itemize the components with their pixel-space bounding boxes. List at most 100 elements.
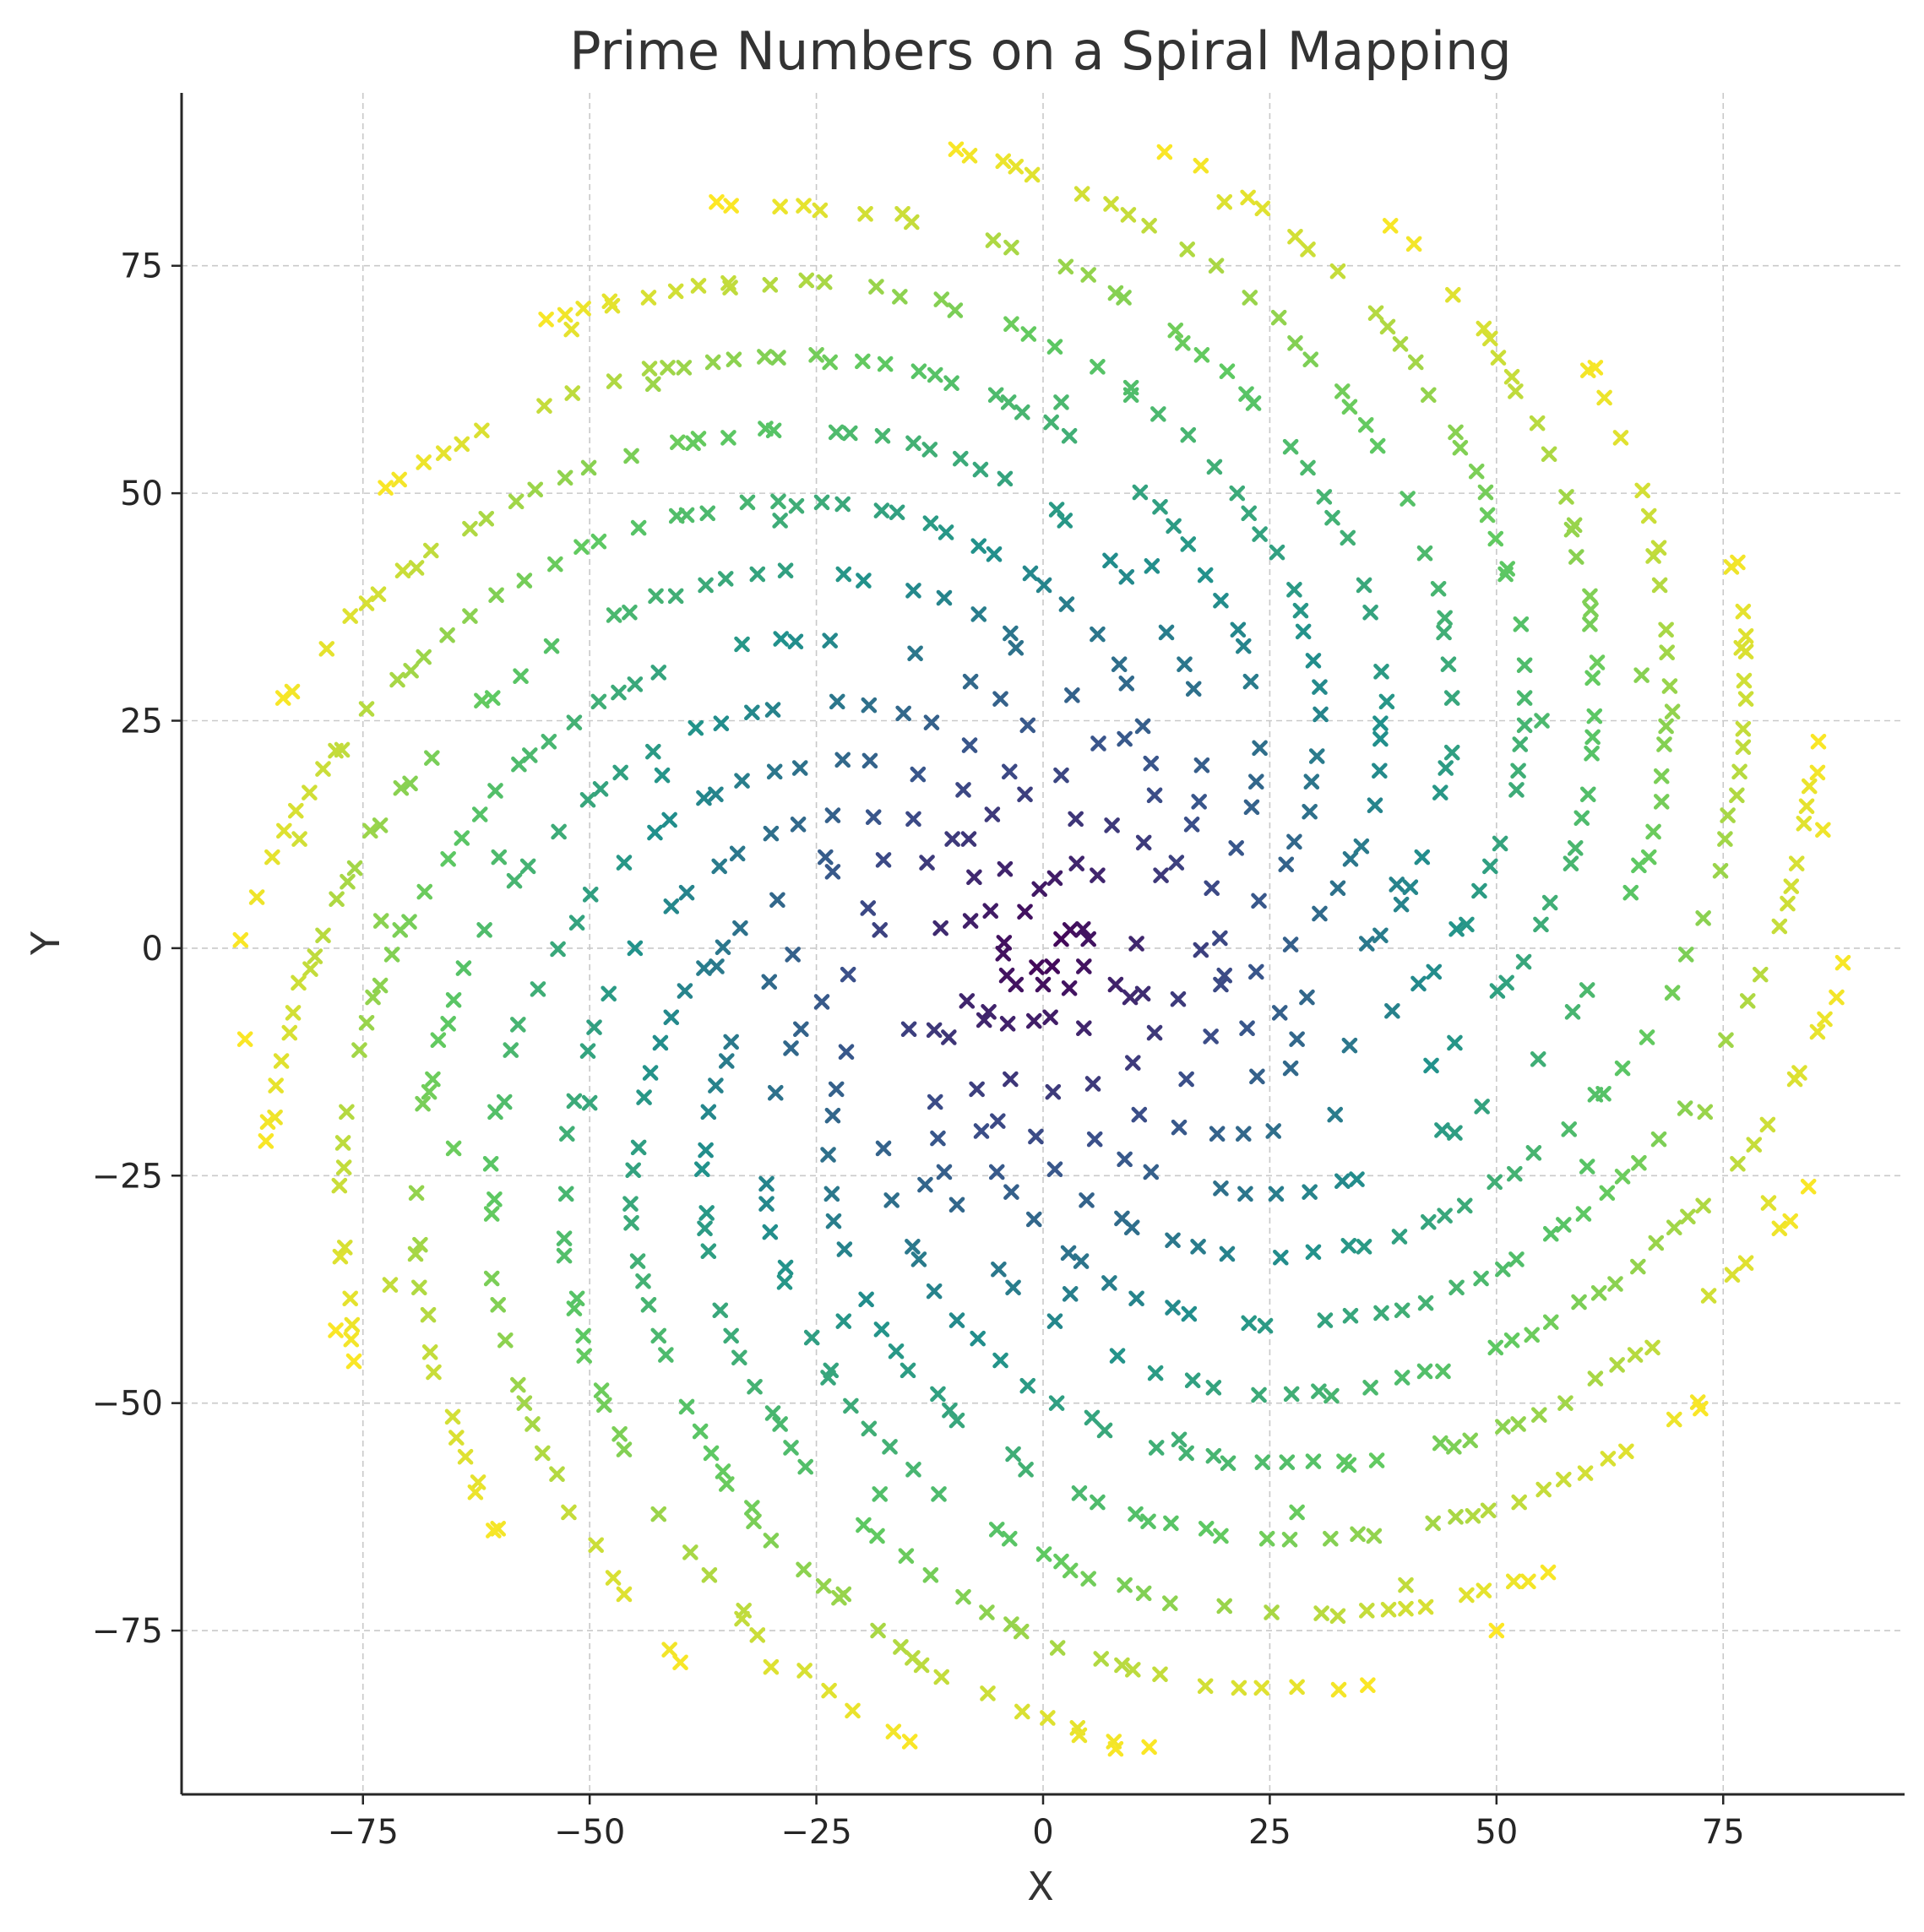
data-point-marker [1695,1197,1711,1214]
data-point-marker [1120,207,1137,223]
data-point-marker [1800,1178,1817,1195]
data-point-marker [663,898,680,914]
data-point-marker [1730,554,1746,571]
data-point-marker [1045,1083,1062,1100]
data-point-marker [601,985,617,1002]
data-point-marker [838,1044,855,1061]
data-point-marker [1003,239,1019,256]
data-point-marker [791,760,808,776]
data-point-marker [474,692,490,709]
data-point-marker [1312,905,1328,922]
data-point-marker [1737,691,1754,707]
data-point-marker [1712,862,1729,879]
data-point-marker [530,981,546,997]
data-point-marker [824,864,841,880]
data-point-marker [1525,1145,1542,1161]
data-point-marker [1181,1305,1198,1322]
data-point-marker [1123,1219,1140,1235]
data-point-marker [1378,693,1395,710]
data-point-marker [1631,1154,1647,1171]
data-point-marker [1107,976,1124,993]
data-point-marker [1367,797,1383,814]
data-point-marker [1342,850,1359,867]
data-point-marker [1103,196,1119,212]
data-point-marker [1558,489,1574,505]
data-point-marker [1479,507,1496,524]
data-point-marker [483,1270,500,1287]
data-point-marker [997,470,1014,487]
data-point-marker [1071,1727,1088,1744]
data-point-marker [688,719,704,736]
data-point-marker [513,668,529,685]
data-point-marker [1391,1229,1408,1245]
data-point-marker [339,1104,355,1121]
data-point-marker [1252,740,1268,757]
data-point-marker [1520,1573,1536,1590]
data-point-marker [424,750,440,766]
data-point-marker [1053,394,1069,410]
data-point-marker [1163,1515,1179,1532]
data-point-marker [1586,708,1603,724]
data-point-marker [561,1504,577,1521]
data-point-marker [1541,446,1557,463]
data-point-marker [715,939,731,956]
data-point-marker [865,809,882,826]
data-point-marker [345,1353,362,1370]
data-point-marker [1313,1605,1329,1621]
data-point-marker [372,913,389,929]
data-point-marker [948,1412,965,1429]
data-point-marker [1061,980,1078,996]
data-point-marker [1394,1370,1410,1386]
data-point-marker [1243,799,1260,816]
data-point-marker [1068,811,1084,828]
data-point-marker [1193,757,1210,773]
data-point-marker [998,967,1015,984]
data-point-marker [936,589,953,606]
data-point-marker [1273,1249,1289,1266]
data-point-marker [840,966,856,983]
data-point-marker [708,786,724,803]
data-point-marker [938,524,954,540]
data-point-marker [1071,1485,1088,1501]
data-point-marker [462,520,478,537]
data-point-marker [898,1548,915,1564]
data-point-marker [524,1416,541,1432]
data-point-marker [976,1012,992,1028]
data-point-marker [1134,985,1151,1002]
data-point-marker [519,858,536,875]
data-point-marker [749,1627,766,1643]
data-point-marker [987,387,1004,404]
data-point-marker [1096,1422,1113,1439]
data-point-marker [973,1123,990,1139]
data-point-marker [627,940,644,957]
data-point-marker [843,1397,859,1414]
data-point-marker [1117,1577,1133,1593]
data-point-marker [1323,1387,1340,1404]
data-point-marker [1340,529,1356,546]
data-point-marker [1533,916,1549,933]
data-point-marker [590,533,607,550]
data-point-marker [365,989,381,1006]
data-point-marker [700,1104,717,1121]
data-point-marker [503,1042,519,1058]
data-point-marker [1029,959,1045,975]
data-point-marker [1329,880,1346,897]
data-point-marker [1104,817,1120,833]
data-point-marker [808,347,824,363]
data-point-marker [1235,638,1252,654]
data-point-marker [491,849,508,866]
data-point-marker [905,583,921,599]
data-point-marker [1373,664,1389,680]
data-point-marker [1542,1314,1559,1331]
data-point-marker [1350,1526,1366,1543]
data-point-marker [933,1669,950,1685]
data-point-marker [1287,228,1303,245]
data-point-marker [1265,1123,1282,1139]
data-point-marker [872,1486,889,1502]
data-point-marker [1254,1454,1271,1470]
data-point-marker [910,766,927,783]
data-point-marker [988,1164,1005,1180]
data-point-marker [425,1071,441,1088]
data-point-marker [910,363,927,380]
data-point-marker [875,1140,892,1157]
